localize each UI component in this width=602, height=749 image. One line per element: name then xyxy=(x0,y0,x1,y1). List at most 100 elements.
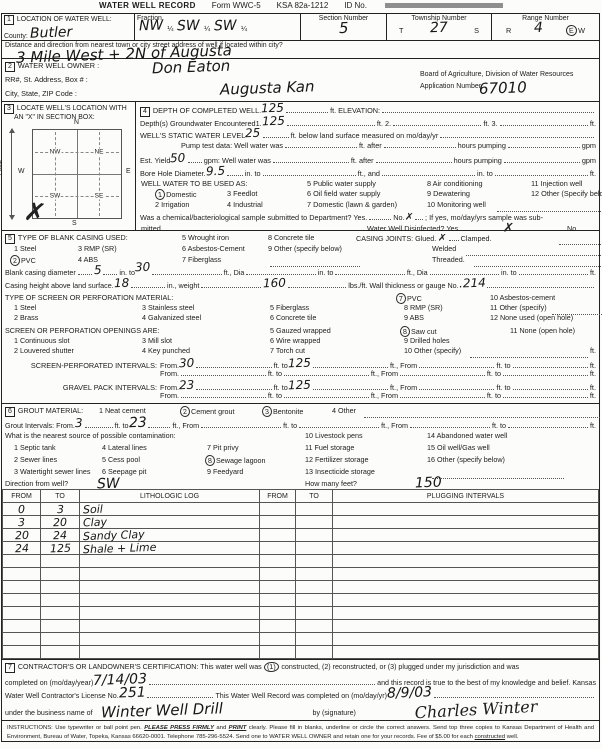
instructions-press-firmly: PLEASE PRESS FIRMLY xyxy=(144,725,215,731)
ft-unit: ft. xyxy=(589,383,596,392)
blank xyxy=(270,261,360,267)
locate-section: 3 LOCATE WELL'S LOCATION WITH AN "X" IN S… xyxy=(0,102,136,230)
blank xyxy=(181,392,266,398)
blank xyxy=(152,269,222,275)
section1-number: 1 xyxy=(4,15,14,25)
screen-option-4: 4 Galvanized steel xyxy=(142,313,202,322)
log-from-value: 24 xyxy=(14,541,29,555)
depth-label: DEPTH OF COMPLETED WELL. xyxy=(152,106,262,115)
screen-option-11: 11 Other (specify) xyxy=(490,303,547,312)
instructions-text: INSTRUCTIONS: Use typewriter or ball poi… xyxy=(2,720,599,745)
contam-option-2: 2 Sewer lines xyxy=(14,455,58,464)
screen-option-8: 8 RMP (SR) xyxy=(404,303,443,312)
blank xyxy=(470,352,588,358)
locate-heading-2: AN "X" IN SECTION BOX: xyxy=(14,114,95,121)
direction-value: SW xyxy=(96,475,121,493)
opening-option-4: 4 Key punched xyxy=(142,346,190,355)
casing-diameter-to-value: 30 xyxy=(134,259,151,275)
gravel-from-value: 23 xyxy=(178,377,195,393)
blank xyxy=(552,309,602,315)
blank xyxy=(466,250,601,256)
township-t: T xyxy=(399,26,404,35)
lithologic-log-table: FROM TO LITHOLOGIC LOG FROM TO PLUGGING … xyxy=(2,489,599,659)
contam-option-6: 6 Seepage pit xyxy=(102,467,147,476)
grout-intervals-label: Grout Intervals: From. xyxy=(5,421,75,430)
in-to-label: in. to xyxy=(501,268,517,277)
south-label: S xyxy=(72,220,77,227)
grout-section: 6 GROUT MATERIAL: 1 Neat cement 2 Cement g… xyxy=(2,403,600,493)
section-number-value: 5 xyxy=(338,18,349,38)
screen-option-10: 10 Asbestos-cement xyxy=(490,293,556,302)
table-row: 20 24 Sandy Clay xyxy=(2,527,599,543)
ft-to-label: ft. to xyxy=(273,361,288,370)
grout-option-4: 4 Other xyxy=(332,406,356,415)
certification-text-c: and this record is true to the best of m… xyxy=(377,679,596,687)
screen-section: TYPE OF SCREEN OR PERFORATION MATERIAL: … xyxy=(2,292,602,358)
casing-height-label: Casing height above land surface. xyxy=(5,281,114,290)
blank xyxy=(299,422,380,428)
blank xyxy=(364,412,600,418)
ft-from-label: ft., From xyxy=(370,391,399,400)
elevation-label: ft. ELEVATION: xyxy=(330,106,381,115)
gpm-colon: gpm: xyxy=(203,156,220,166)
opening-option-8-circled: 8 Saw cut xyxy=(399,325,437,338)
in-to-label: in. to xyxy=(119,268,135,277)
west-label: W xyxy=(18,168,25,175)
fraction-cell: Fraction NW ¼ SW ¼ SW ¼ xyxy=(135,14,301,40)
date-record-value: 8/9/03 xyxy=(386,684,433,702)
blank xyxy=(196,384,272,390)
screen-option-1: 1 Steel xyxy=(14,303,37,312)
static-level-after: ft. below land surface measured on mo/da… xyxy=(290,131,439,141)
screen-option-3: 3 Stainless steel xyxy=(142,303,195,312)
groundwater-3-label: ft. 3. xyxy=(483,118,498,128)
use-option-10: 10 Monitoring well xyxy=(427,199,486,209)
use-option-3: 3 Feedlot xyxy=(227,189,258,199)
weight-value: 160 xyxy=(263,275,287,291)
blank xyxy=(415,214,424,221)
ft-after-label: ft. after xyxy=(350,156,374,166)
ft-to-label: ft. to xyxy=(273,383,288,392)
township-cell: Township Number T 27 S xyxy=(387,14,492,40)
blank xyxy=(103,269,118,275)
screen-option-12: 12 None used (open hole) xyxy=(490,313,574,322)
est-yield-label: Est. Yield xyxy=(140,156,171,166)
blank xyxy=(503,392,588,398)
blank xyxy=(400,392,485,398)
grout-to-value: 23 xyxy=(128,414,147,432)
blank xyxy=(393,120,482,126)
instructions-constructed: constructed xyxy=(474,733,506,740)
grout-option-2-circled: 2 Cement grout xyxy=(179,405,235,418)
log-material-value: Sandy Clay xyxy=(82,527,145,543)
contam-option-9: 9 Feedyard xyxy=(207,467,244,476)
east-label: E xyxy=(126,168,131,175)
ft-unit: ft. xyxy=(589,118,596,128)
form-ksa: KSA 82a-1212 xyxy=(276,1,329,10)
section-number-label: Section Number xyxy=(318,15,369,22)
well-water-was-label: Well water was xyxy=(221,156,271,166)
blank xyxy=(272,157,349,164)
form-body: 1 LOCATION OF WATER WELL: County: Butler … xyxy=(0,13,602,745)
blank xyxy=(286,120,375,126)
ft-unit: ft. xyxy=(589,361,596,370)
blank xyxy=(559,239,601,245)
owner-city-label: City, State, ZIP Code : xyxy=(5,89,77,98)
ft-to-label: ft. to xyxy=(496,361,511,370)
blank xyxy=(419,384,495,390)
blank xyxy=(487,282,594,288)
table-row xyxy=(2,580,599,594)
bore-diameter-value: 9.5 xyxy=(205,163,226,179)
instructions-and: and xyxy=(216,725,227,731)
casing-option-5: 5 Wrought iron xyxy=(182,233,230,242)
section2-number: 2 xyxy=(5,62,15,72)
used-as-label: WELL WATER TO BE USED AS: xyxy=(141,178,248,188)
blank xyxy=(285,142,357,148)
disinfected-label: Water Well Disinfected? Yes xyxy=(367,224,459,234)
certification-section: 7 CONTRACTOR'S OR LANDOWNER'S CERTIFICAT… xyxy=(2,659,599,722)
fraction-3-value: SW xyxy=(213,17,238,35)
casing-joints-threaded: Threaded. xyxy=(432,255,465,264)
section3-number: 3 xyxy=(4,104,14,114)
groundwater-2-label: ft. 2. xyxy=(376,118,392,128)
sample-question-cont: mitted xyxy=(141,224,161,234)
blank xyxy=(262,170,356,176)
